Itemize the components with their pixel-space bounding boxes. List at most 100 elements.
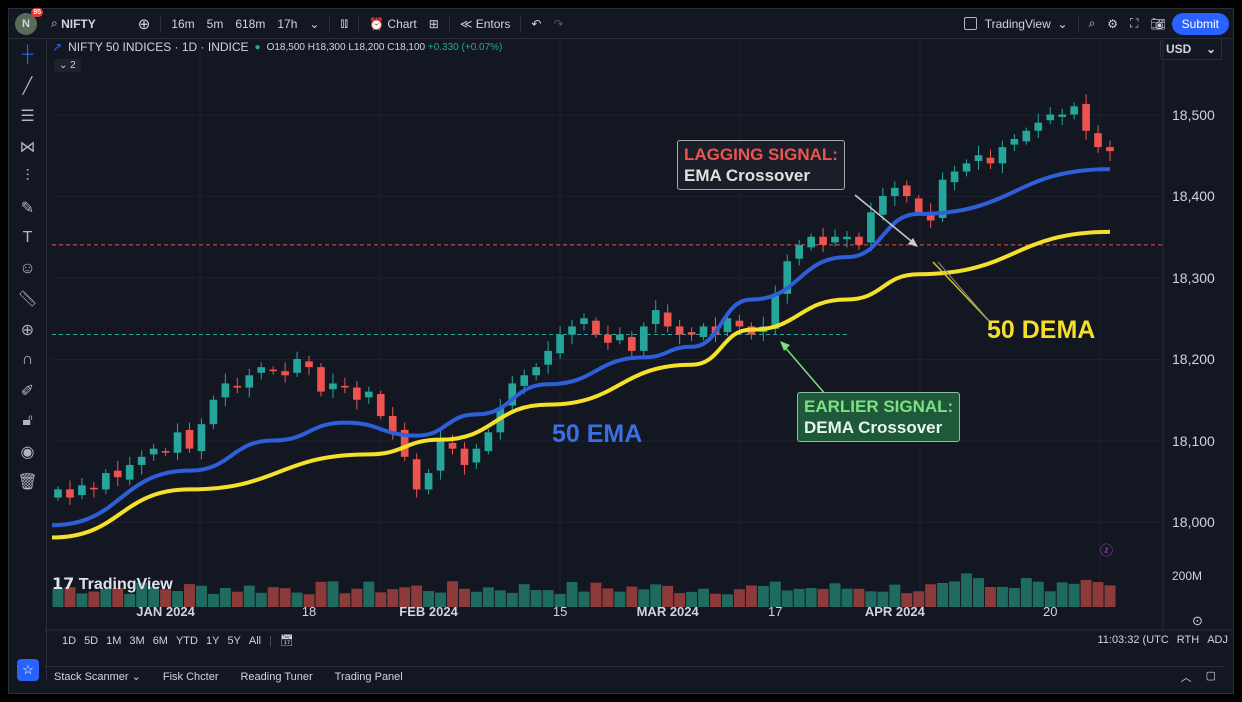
redo-icon: ↷ (553, 16, 564, 31)
tab-risk-checker[interactable]: Fisk Chcter (162, 670, 219, 683)
tab-stock-screener[interactable]: Stack Scanmer ⌄ (54, 671, 141, 683)
emoji-icon[interactable]: ☺ (19, 259, 36, 277)
axis-settings-icon[interactable]: ⊙ (1192, 613, 1203, 628)
time-tick-label: MAR 2024 (636, 604, 699, 619)
candle-body (101, 473, 110, 490)
interval-dropdown[interactable]: ⌄ (303, 17, 325, 31)
tab-reading-tuner[interactable]: Reading Tuner (240, 670, 313, 683)
candle-body (1058, 114, 1067, 117)
status-bar: 11:03:32 (UTC RTH ADJ (1097, 634, 1228, 646)
lightning-icon[interactable]: ⓩ (1100, 543, 1114, 558)
fib-icon[interactable]: ☰ (20, 108, 35, 126)
eye-icon[interactable]: ◉ (20, 443, 35, 461)
volume-bar (1092, 582, 1104, 607)
volume-bar (542, 590, 554, 607)
range-1d[interactable]: 1D (62, 634, 77, 647)
candle-body (424, 473, 433, 490)
rth-toggle[interactable]: RTH (1176, 634, 1200, 646)
magnet-icon[interactable]: ∩ (21, 351, 34, 369)
range-5d[interactable]: 5D (84, 634, 99, 647)
interval-1[interactable]: 16m (171, 16, 195, 31)
logo-text: TradingView (78, 576, 173, 593)
interval-3[interactable]: 618m (235, 16, 266, 31)
range-ytd[interactable]: YTD (175, 634, 198, 647)
time-tick-label: 20 (1042, 604, 1058, 619)
range-3m[interactable]: 3M (129, 634, 145, 647)
avatar[interactable]: N 95 (15, 7, 43, 35)
candle-body (556, 334, 564, 354)
indicators-button[interactable]: ≪ Entors (454, 17, 517, 31)
candle-body (795, 244, 804, 259)
alert-chart-button[interactable]: ⏰ Chart (363, 17, 423, 31)
chevron-up-icon[interactable]: ︿ (1180, 671, 1192, 684)
interval-4[interactable]: 17h (277, 16, 298, 31)
indicators-collapse-button[interactable]: ⌄ 2 (54, 59, 81, 72)
dema-pointer (937, 261, 991, 323)
range-all[interactable]: All (248, 634, 262, 647)
adj-toggle[interactable]: ADJ (1207, 634, 1228, 646)
range-5y[interactable]: 5Y (227, 634, 241, 647)
notification-badge: 95 (31, 7, 43, 17)
fullscreen-button[interactable]: ⛶ (1124, 16, 1144, 31)
candle-body (1034, 122, 1043, 131)
snapshot-button[interactable]: 📷︎ (1144, 17, 1171, 31)
range-1m[interactable]: 1M (106, 634, 122, 647)
ema-line (52, 167, 1111, 528)
volume-bar (315, 581, 327, 607)
volume-bar (1020, 578, 1032, 607)
chart-type-button[interactable]: ⫾⫾ (334, 16, 354, 31)
candle-body (329, 383, 337, 390)
currency-selector[interactable]: USD ⌄ (1160, 38, 1222, 60)
volume-bar (243, 585, 255, 607)
redo-button[interactable]: ↷ (547, 17, 569, 31)
maximize-panel-icon[interactable]: ▢ (1205, 669, 1216, 682)
projection-icon[interactable]: ⫶ (25, 168, 30, 186)
zoom-in-icon[interactable]: ⊕ (20, 321, 35, 339)
volume-bar (518, 584, 530, 607)
layout-selector[interactable]: TradingView ⌄ (958, 17, 1074, 31)
range-6m[interactable]: 6M (152, 634, 168, 647)
text-icon[interactable]: T (22, 229, 33, 247)
ruler-icon[interactable]: 📏︎ (17, 291, 38, 309)
trendline-icon[interactable]: ╱ (22, 77, 33, 95)
volume-bar (829, 583, 841, 607)
low-value: L18,200 (348, 41, 385, 53)
watchlist-star-button[interactable]: ☆ (17, 659, 39, 681)
volume-bar (88, 591, 100, 607)
volume-bar (578, 591, 590, 607)
chart-label: Chart (387, 16, 417, 31)
lock-icon[interactable]: 🔓︎ (22, 412, 33, 430)
tab-trading-panel[interactable]: Trading Panel (334, 670, 403, 683)
add-symbol-button[interactable]: ⊕ (132, 15, 157, 33)
candle-body (771, 293, 780, 329)
trash-icon[interactable]: 🗑︎ (17, 474, 38, 492)
candle-body (914, 198, 923, 213)
time-tick-label: FEB 2024 (399, 604, 458, 619)
submit-button[interactable]: Submit (1171, 12, 1229, 35)
volume-bar (482, 587, 494, 607)
candle-body (508, 383, 517, 406)
candle-body (568, 326, 576, 335)
crosshair-icon[interactable]: ┼ (21, 46, 34, 64)
candle-body (448, 442, 457, 449)
date-range-icon[interactable]: 📅︎ (280, 635, 294, 647)
range-1y[interactable]: 1Y (205, 634, 220, 647)
symbol-search[interactable]: ⌕ NIFTY (45, 16, 102, 31)
pattern-icon[interactable]: ⋈ (19, 138, 36, 156)
brush-icon[interactable]: ✎ (20, 199, 35, 217)
volume-tick: 200M (1172, 569, 1203, 583)
interval-2[interactable]: 5m (206, 16, 224, 31)
lagging-subtitle: EMA Crossover (684, 166, 810, 185)
drawing-toolbar: ┼ ╱ ☰ ⋈ ⫶ ✎ T ☺ 📏︎ ⊕ ∩ ✐ 🔓︎ ◉ 🗑︎ (9, 40, 47, 680)
volume-bar (339, 593, 351, 607)
undo-button[interactable]: ↶ (525, 17, 547, 31)
search-button[interactable]: ⌕ (1083, 16, 1102, 31)
settings-button[interactable]: ⚙ (1101, 17, 1124, 31)
volume-bar (698, 588, 710, 607)
layouts-button[interactable]: ⊞ (423, 17, 445, 31)
volume-bar (925, 584, 937, 607)
candle-body (890, 187, 899, 196)
time-tick-label: 15 (552, 604, 568, 619)
lock-pencil-icon[interactable]: ✐ (20, 382, 35, 400)
